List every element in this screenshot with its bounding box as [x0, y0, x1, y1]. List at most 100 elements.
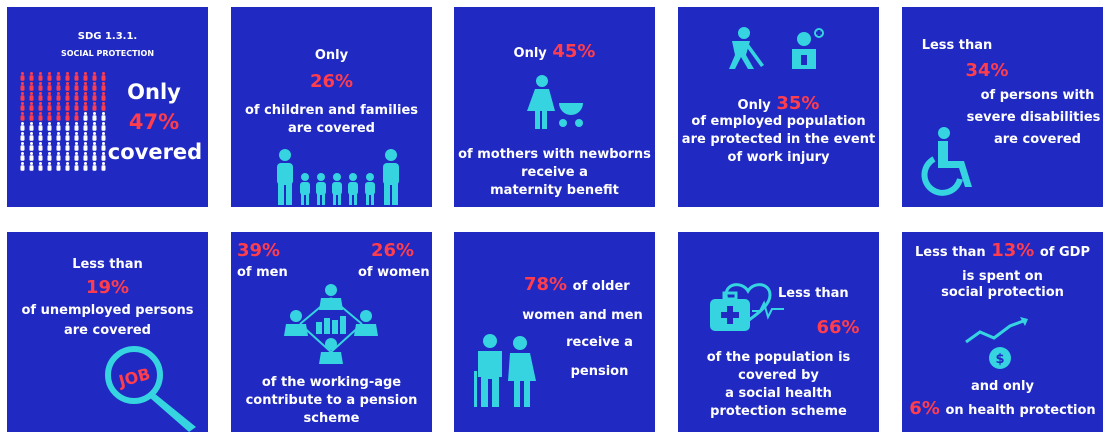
- person-icon: [47, 142, 52, 151]
- older-line1: of older: [572, 279, 630, 294]
- person-icon: [83, 112, 88, 121]
- gdp-health-percent: 6%: [909, 398, 940, 419]
- person-icon: [65, 152, 70, 161]
- person-icon: [47, 102, 52, 111]
- children-prefix: Only: [314, 48, 349, 63]
- sdg-subtitle: SOCIAL PROTECTION: [60, 49, 155, 58]
- work-prefix: Only: [737, 98, 771, 113]
- person-icon: [38, 152, 43, 161]
- tile-health: Less than 66% of the population is cover…: [678, 232, 879, 432]
- person-icon: [101, 132, 106, 141]
- tile-unemployed: Less than 19% of unemployed persons are …: [7, 232, 208, 432]
- person-icon: [83, 132, 88, 141]
- disabilities-line3: are covered: [994, 132, 1081, 147]
- pension-men-percent: 39%: [237, 240, 281, 261]
- person-icon: [56, 112, 61, 121]
- person-icon: [56, 92, 61, 101]
- person-icon: [74, 122, 79, 131]
- health-line4: protection scheme: [710, 404, 847, 419]
- person-icon: [38, 102, 43, 111]
- person-icon: [20, 112, 25, 121]
- tile-disabilities: Less than 34% of persons with severe dis…: [902, 7, 1103, 207]
- person-icon: [65, 162, 70, 171]
- person-icon: [92, 92, 97, 101]
- person-icon: [83, 82, 88, 91]
- pension-men-label: of men: [237, 265, 288, 280]
- health-line3: a social health: [725, 386, 832, 401]
- person-icon: [56, 122, 61, 131]
- job-magnifier-icon: JOB: [105, 346, 196, 432]
- gdp-percent: 13%: [991, 240, 1035, 261]
- person-icon: [20, 152, 25, 161]
- person-icon: [92, 142, 97, 151]
- person-icon: [38, 92, 43, 101]
- person-icon: [101, 92, 106, 101]
- person-icon: [83, 162, 88, 171]
- person-icon: [74, 132, 79, 141]
- svg-text:$: $: [995, 352, 1004, 367]
- gdp-suffix: of GDP: [1039, 245, 1090, 260]
- older-line4: pension: [570, 364, 629, 379]
- unemployed-prefix: Less than: [72, 257, 143, 272]
- mothers-line1: of mothers with newborns: [458, 147, 651, 162]
- children-line1: of children and families: [244, 103, 419, 118]
- person-icon: [92, 162, 97, 171]
- person-icon: [20, 162, 25, 171]
- person-icon: [29, 162, 34, 171]
- unemployed-line2: are covered: [64, 323, 151, 338]
- person-icon: [56, 82, 61, 91]
- person-icon: [92, 102, 97, 111]
- disabilities-line2: severe disabilities: [966, 110, 1101, 125]
- person-icon: [38, 72, 43, 81]
- person-icon: [20, 122, 25, 131]
- children-percent: 26%: [309, 71, 354, 92]
- person-icon: [65, 72, 70, 81]
- older-percent: 78%: [524, 274, 568, 295]
- medical-kit-heart-icon: [710, 283, 784, 331]
- person-icon: [38, 132, 43, 141]
- person-icon: [92, 112, 97, 121]
- person-icon: [65, 102, 70, 111]
- disabilities-percent: 34%: [965, 60, 1009, 81]
- person-icon: [92, 132, 97, 141]
- money-growth-icon: $: [965, 317, 1028, 369]
- mother-with-stroller-icon: [527, 75, 583, 129]
- person-icon: [20, 72, 25, 81]
- person-icon: [38, 162, 43, 171]
- person-icon: [29, 92, 34, 101]
- sdg-prefix: Only: [127, 80, 181, 104]
- person-icon: [47, 72, 52, 81]
- person-icon: [92, 82, 97, 91]
- person-icon: [74, 152, 79, 161]
- person-icon: [101, 142, 106, 151]
- worker-injury-icon: [729, 27, 824, 69]
- mothers-line3: maternity benefit: [490, 183, 619, 198]
- person-icon: [20, 132, 25, 141]
- tile-mothers: Only 45% of mothers with newborns receiv…: [454, 7, 655, 207]
- elderly-couple-icon: [474, 334, 536, 407]
- mothers-line2: receive a: [521, 165, 588, 180]
- person-icon: [47, 112, 52, 121]
- person-icon: [101, 82, 106, 91]
- person-icon: [56, 152, 61, 161]
- person-icon: [29, 122, 34, 131]
- person-icon: [47, 152, 52, 161]
- work-percent: 35%: [776, 93, 820, 114]
- person-icon: [29, 112, 34, 121]
- person-icon: [38, 112, 43, 121]
- person-icon: [83, 122, 88, 131]
- health-percent: 66%: [816, 317, 860, 338]
- pension-women-percent: 26%: [371, 240, 415, 261]
- gdp-line1: is spent on: [962, 269, 1043, 284]
- pension-line1: of the working-age: [261, 375, 402, 390]
- person-icon: [101, 112, 106, 121]
- person-icon: [92, 122, 97, 131]
- person-icon: [74, 82, 79, 91]
- health-line1: of the population is: [706, 350, 851, 365]
- person-icon: [29, 132, 34, 141]
- unemployed-percent: 19%: [85, 277, 130, 298]
- person-icon: [65, 132, 70, 141]
- person-icon: [65, 112, 70, 121]
- sdg-code: SDG 1.3.1.: [77, 31, 138, 42]
- older-line2: women and men: [522, 308, 643, 323]
